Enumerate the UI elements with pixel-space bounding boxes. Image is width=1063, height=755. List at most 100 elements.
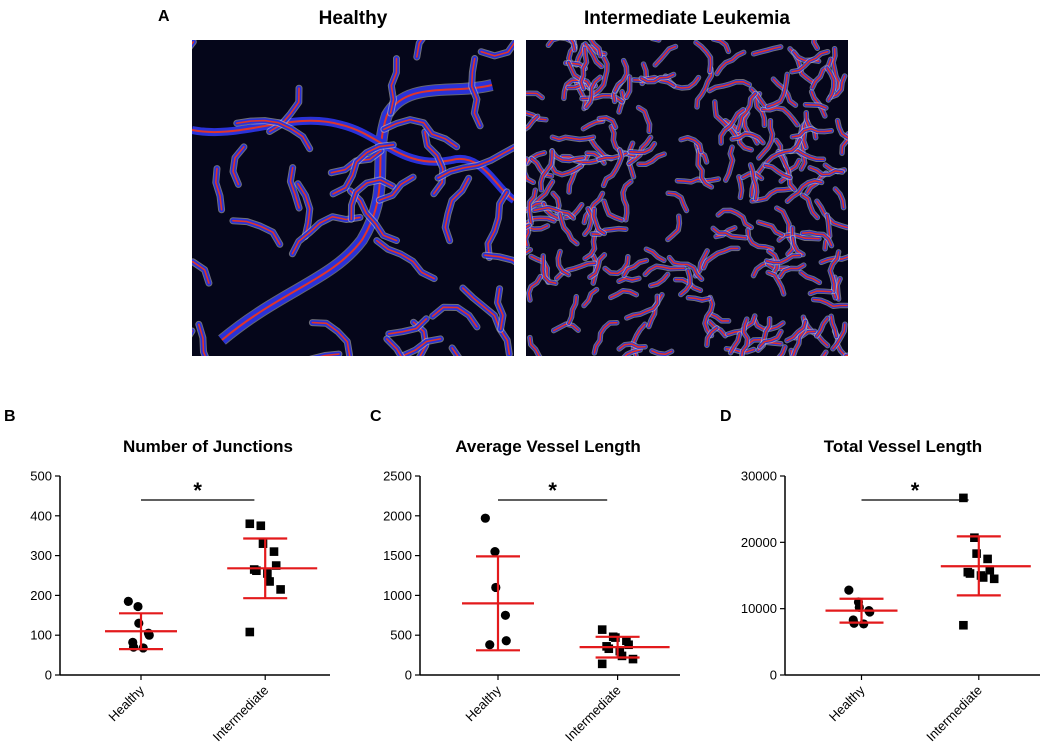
vessel-skeleton — [813, 40, 819, 49]
data-point — [144, 630, 154, 640]
vessel-skeleton — [602, 149, 623, 187]
vessel-skeleton — [668, 256, 703, 280]
vessel-skeleton — [765, 254, 801, 264]
vessel-skeleton — [815, 317, 829, 337]
vessel-skeleton — [444, 177, 470, 242]
data-point — [597, 625, 607, 634]
vessel-skeleton — [697, 150, 713, 188]
data-point — [989, 574, 999, 584]
vessel-skeleton — [592, 56, 608, 96]
vessel-skeleton — [526, 225, 549, 230]
panel-letter-d: D — [720, 408, 732, 425]
vessel-skeleton — [714, 40, 730, 53]
vessel-skeleton — [496, 287, 504, 330]
data-point — [490, 547, 500, 557]
vessel-network-healthy — [192, 40, 514, 356]
data-point — [252, 566, 261, 576]
vessel-skeleton — [297, 182, 311, 238]
vessel-skeleton — [737, 92, 757, 132]
vessel-skeleton — [832, 47, 840, 91]
vessel-skeleton — [526, 217, 555, 226]
vessel-skeleton — [232, 146, 245, 186]
vessel-skeleton — [809, 290, 832, 295]
data-point — [485, 640, 495, 650]
data-point — [965, 569, 975, 578]
vessel-skeleton — [680, 136, 702, 153]
vessel-skeleton — [749, 164, 758, 200]
vessel-skeleton — [822, 351, 827, 356]
micrograph-title-leukemia: Intermediate Leukemia — [584, 8, 790, 29]
y-tick-label: 20000 — [741, 535, 777, 550]
vessel-skeleton — [680, 269, 691, 296]
vessel-skeleton — [378, 176, 414, 201]
vessel-skeleton — [758, 119, 774, 159]
vessel-skeleton — [834, 188, 845, 209]
data-point — [258, 539, 268, 548]
data-point — [501, 636, 511, 646]
vessel-skeleton — [622, 180, 632, 221]
vessel-skeleton — [741, 318, 749, 356]
vessel-skeleton — [638, 153, 665, 165]
vessel-skeleton — [484, 254, 514, 263]
vessel-skeleton — [557, 250, 570, 276]
vessel-skeleton — [777, 151, 796, 191]
vessel-skeleton — [526, 92, 543, 99]
vessel-skeleton — [654, 45, 677, 66]
vessel-skeleton — [804, 103, 827, 109]
vessel-skeleton — [645, 248, 665, 262]
data-point — [263, 569, 272, 578]
data-point — [959, 493, 968, 503]
vessel-skeleton — [389, 57, 398, 114]
vessel-skeleton — [591, 227, 627, 236]
vessel-skeleton — [526, 152, 546, 165]
vessel-skeleton — [786, 180, 823, 202]
vessel-skeleton — [801, 194, 819, 219]
micrograph-title-healthy: Healthy — [318, 8, 388, 29]
significance-label: * — [193, 478, 202, 503]
vessel-skeleton — [826, 67, 835, 101]
vessel-skeleton — [758, 330, 782, 348]
vessel-skeleton — [767, 271, 785, 295]
vessel-skeleton — [836, 277, 841, 300]
data-point — [844, 585, 854, 595]
vessel-skeleton — [268, 87, 300, 133]
y-tick-label: 100 — [30, 628, 52, 643]
significance-label: * — [548, 478, 557, 503]
data-point — [604, 644, 614, 654]
vessel-skeleton — [625, 76, 631, 98]
vessel-skeleton — [791, 50, 829, 73]
data-point — [624, 640, 633, 650]
vessel-skeleton — [311, 321, 351, 356]
vessel-skeleton — [526, 202, 544, 212]
vessel-skeleton — [706, 327, 718, 346]
y-tick-label: 30000 — [741, 469, 777, 484]
vessel-skeleton — [291, 215, 361, 255]
data-point — [265, 577, 274, 586]
x-tick-label: Intermediate — [210, 683, 272, 745]
y-tick-label: 200 — [30, 588, 52, 603]
y-tick-label: 2500 — [383, 469, 412, 484]
vessel-skeleton — [752, 46, 782, 55]
vessel-skeleton — [792, 236, 804, 256]
vessel-skeleton — [198, 323, 207, 356]
x-tick-label: Healthy — [105, 682, 147, 724]
x-tick-label: Intermediate — [923, 683, 985, 745]
x-tick-label: Intermediate — [562, 683, 624, 745]
vessel-skeleton — [462, 287, 511, 355]
vessel-skeleton — [789, 149, 825, 161]
vessel-skeleton — [386, 338, 402, 356]
y-tick-label: 0 — [405, 668, 412, 683]
vessel-skeleton — [729, 333, 741, 354]
data-point — [480, 513, 490, 523]
vessel-skeleton — [618, 277, 640, 283]
vessel-skeleton — [534, 180, 554, 204]
vessel-skeleton — [215, 167, 223, 211]
vessel-skeleton — [552, 323, 579, 332]
vessel-skeleton — [568, 295, 578, 325]
data-point — [269, 547, 279, 556]
vessel-skeleton — [582, 120, 604, 130]
vessel-skeleton — [412, 321, 427, 356]
vessel-skeleton — [487, 191, 508, 259]
panel-letter-b: B — [4, 408, 16, 425]
vessel-skeleton — [221, 84, 493, 341]
